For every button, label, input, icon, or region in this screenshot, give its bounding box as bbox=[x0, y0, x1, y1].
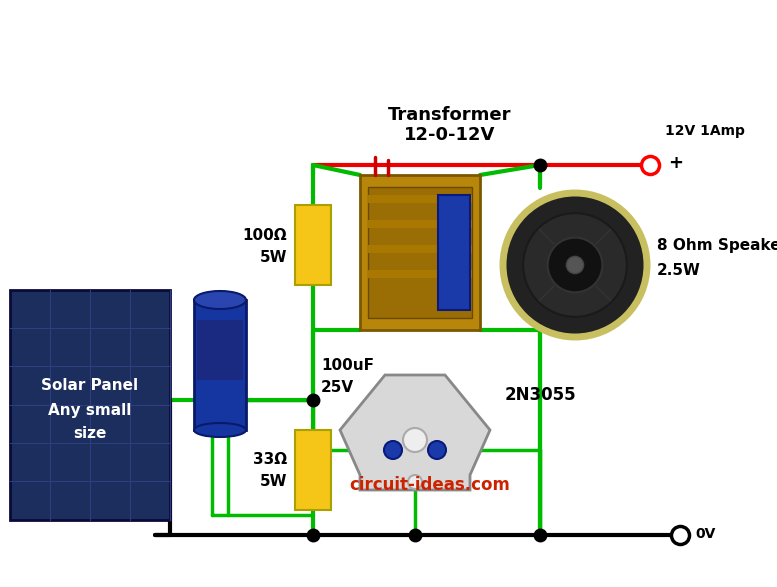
Ellipse shape bbox=[194, 423, 246, 437]
Text: +: + bbox=[668, 154, 683, 172]
Text: 100uF: 100uF bbox=[321, 358, 374, 373]
Text: 5W: 5W bbox=[260, 249, 287, 265]
Text: Solar Panel: Solar Panel bbox=[41, 377, 138, 393]
Text: size: size bbox=[73, 426, 106, 440]
Bar bbox=[368, 195, 472, 203]
Text: 12V 1Amp: 12V 1Amp bbox=[665, 124, 745, 138]
Bar bbox=[438, 195, 470, 310]
Bar bbox=[368, 220, 472, 228]
Text: 33Ω: 33Ω bbox=[253, 453, 287, 467]
Text: 0V: 0V bbox=[695, 527, 716, 541]
Circle shape bbox=[428, 441, 446, 459]
Bar bbox=[368, 270, 472, 278]
Bar bbox=[368, 245, 472, 253]
Text: 2.5W: 2.5W bbox=[657, 263, 701, 278]
Bar bbox=[197, 320, 243, 380]
Circle shape bbox=[523, 213, 627, 317]
Bar bbox=[10, 290, 170, 520]
Bar bbox=[194, 300, 246, 430]
Text: Transformer: Transformer bbox=[388, 106, 512, 124]
Bar bbox=[368, 187, 472, 318]
Text: 2N3055: 2N3055 bbox=[505, 386, 577, 404]
Bar bbox=[360, 175, 480, 330]
Circle shape bbox=[403, 428, 427, 452]
Circle shape bbox=[503, 193, 647, 337]
Bar bbox=[295, 205, 331, 285]
Text: Any small: Any small bbox=[48, 403, 131, 417]
Text: 25V: 25V bbox=[321, 380, 354, 395]
Text: 8 Ohm Speaker: 8 Ohm Speaker bbox=[657, 238, 777, 253]
Text: circuit-ideas.com: circuit-ideas.com bbox=[350, 476, 510, 494]
Circle shape bbox=[548, 238, 602, 292]
Ellipse shape bbox=[194, 291, 246, 309]
Circle shape bbox=[566, 257, 584, 274]
Circle shape bbox=[408, 475, 422, 489]
Text: 100Ω: 100Ω bbox=[242, 228, 287, 242]
Text: 12-0-12V: 12-0-12V bbox=[404, 126, 496, 144]
Bar bbox=[295, 430, 331, 510]
Text: 5W: 5W bbox=[260, 474, 287, 490]
Polygon shape bbox=[340, 375, 490, 490]
Circle shape bbox=[384, 441, 402, 459]
